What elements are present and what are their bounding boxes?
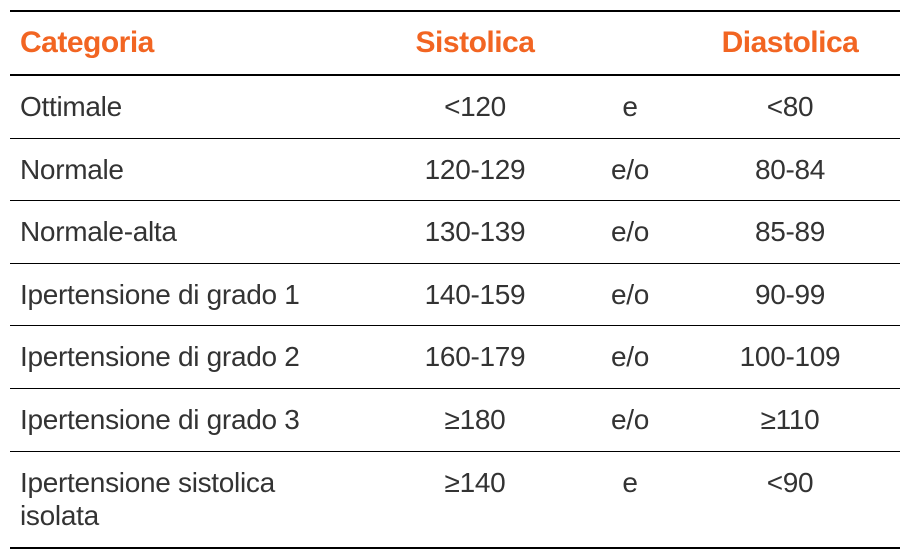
- cell-connector: e: [580, 75, 680, 138]
- cell-categoria: Ipertensione di grado 3: [10, 388, 370, 451]
- bp-category-table: Categoria Sistolica Diastolica Ottimale …: [10, 10, 900, 549]
- cell-diastolica: 85-89: [680, 201, 900, 264]
- cell-diastolica: 100-109: [680, 326, 900, 389]
- table-body: Ottimale <120 e <80 Normale 120-129 e/o …: [10, 75, 900, 548]
- table-row: Normale-alta 130-139 e/o 85-89: [10, 201, 900, 264]
- cell-connector: e/o: [580, 201, 680, 264]
- cell-sistolica: ≥180: [370, 388, 580, 451]
- cell-categoria: Ipertensione di grado 1: [10, 263, 370, 326]
- cell-diastolica: 80-84: [680, 138, 900, 201]
- table-row: Ipertensione di grado 2 160-179 e/o 100-…: [10, 326, 900, 389]
- cell-diastolica: 90-99: [680, 263, 900, 326]
- col-header-categoria: Categoria: [10, 11, 370, 75]
- table-row: Ottimale <120 e <80: [10, 75, 900, 138]
- cell-connector: e/o: [580, 263, 680, 326]
- cell-diastolica: ≥110: [680, 388, 900, 451]
- table-row: Ipertensione di grado 1 140-159 e/o 90-9…: [10, 263, 900, 326]
- table-row: Ipertensione sistolica isolata ≥140 e <9…: [10, 451, 900, 548]
- table-row: Normale 120-129 e/o 80-84: [10, 138, 900, 201]
- col-header-sistolica: Sistolica: [370, 11, 580, 75]
- cell-sistolica: 120-129: [370, 138, 580, 201]
- cell-connector: e: [580, 451, 680, 548]
- cell-sistolica: <120: [370, 75, 580, 138]
- cell-categoria: Ottimale: [10, 75, 370, 138]
- cell-connector: e/o: [580, 326, 680, 389]
- cell-sistolica: 130-139: [370, 201, 580, 264]
- cell-sistolica: 160-179: [370, 326, 580, 389]
- col-header-diastolica: Diastolica: [680, 11, 900, 75]
- cell-sistolica: ≥140: [370, 451, 580, 548]
- cell-categoria: Ipertensione di grado 2: [10, 326, 370, 389]
- cell-categoria: Ipertensione sistolica isolata: [10, 451, 370, 548]
- cell-diastolica: <90: [680, 451, 900, 548]
- cell-categoria: Normale-alta: [10, 201, 370, 264]
- header-row: Categoria Sistolica Diastolica: [10, 11, 900, 75]
- cell-connector: e/o: [580, 138, 680, 201]
- cell-categoria: Normale: [10, 138, 370, 201]
- cell-sistolica: 140-159: [370, 263, 580, 326]
- cell-connector: e/o: [580, 388, 680, 451]
- cell-diastolica: <80: [680, 75, 900, 138]
- table-row: Ipertensione di grado 3 ≥180 e/o ≥110: [10, 388, 900, 451]
- col-header-connector: [580, 11, 680, 75]
